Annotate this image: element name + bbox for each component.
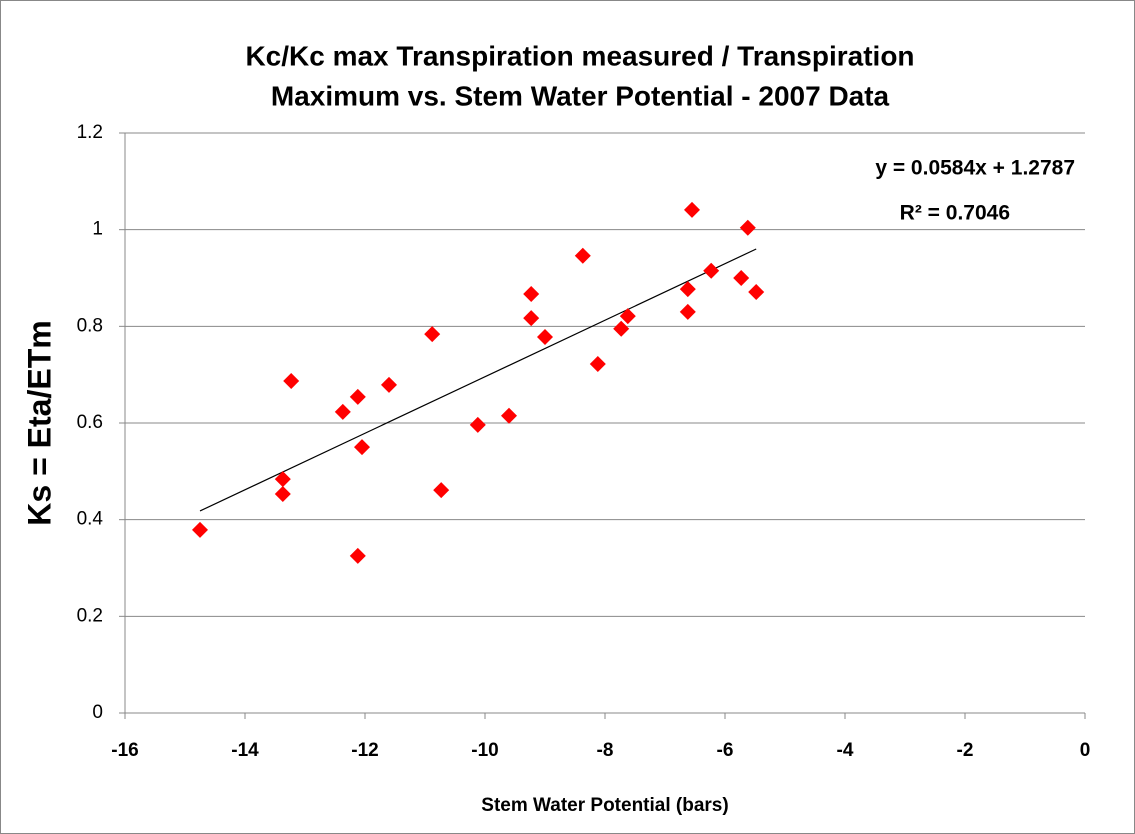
point xyxy=(748,284,765,301)
x-tick-label: -16 xyxy=(111,740,138,761)
chart-title: Kc/Kc max Transpiration measured / Trans… xyxy=(245,40,914,71)
x-tick-label: -14 xyxy=(231,740,259,761)
point xyxy=(354,439,370,456)
trendline xyxy=(199,248,757,512)
point xyxy=(424,326,441,343)
y-tick-label: 0.6 xyxy=(77,412,103,433)
point xyxy=(537,328,553,345)
point xyxy=(703,262,720,279)
x-axis-label: Stem Water Potential (bars) xyxy=(481,795,728,816)
x-tick-label: -2 xyxy=(957,740,974,761)
point xyxy=(589,356,606,373)
point xyxy=(274,471,291,488)
y-axis-label: Ks = Eta/ETm xyxy=(21,320,57,525)
y-tick-label: 0.2 xyxy=(77,605,103,626)
point xyxy=(619,308,636,325)
y-tick-label: 0 xyxy=(92,702,103,723)
chart-title: Maximum vs. Stem Water Potential - 2007 … xyxy=(271,80,890,111)
x-tick-label: -10 xyxy=(471,740,498,761)
x-tick-label: -12 xyxy=(351,740,378,761)
point xyxy=(381,376,397,393)
x-tick-label: 0 xyxy=(1080,740,1091,761)
x-tick-label: -8 xyxy=(597,740,614,761)
point xyxy=(574,247,591,264)
point xyxy=(469,416,486,433)
point xyxy=(192,521,208,538)
point xyxy=(684,201,700,218)
y-tick-label: 0.8 xyxy=(77,315,103,336)
point xyxy=(433,482,450,499)
point xyxy=(679,281,696,298)
trend-equation: y = 0.0584x + 1.2787 xyxy=(875,157,1075,180)
point xyxy=(349,547,366,564)
point xyxy=(283,372,300,389)
x-tick-label: -4 xyxy=(837,740,854,761)
point xyxy=(613,320,630,337)
y-tick-label: 0.4 xyxy=(77,509,104,530)
r-squared: R² = 0.7046 xyxy=(900,202,1010,225)
point xyxy=(679,303,696,320)
point xyxy=(274,486,291,503)
point xyxy=(523,310,540,327)
point xyxy=(349,388,366,405)
point xyxy=(501,407,517,424)
point xyxy=(334,403,351,420)
point xyxy=(733,270,750,286)
y-tick-label: 1 xyxy=(92,219,103,240)
x-tick-label: -6 xyxy=(717,740,734,761)
point xyxy=(523,285,540,302)
point xyxy=(739,219,756,236)
y-tick-label: 1.2 xyxy=(77,122,103,143)
